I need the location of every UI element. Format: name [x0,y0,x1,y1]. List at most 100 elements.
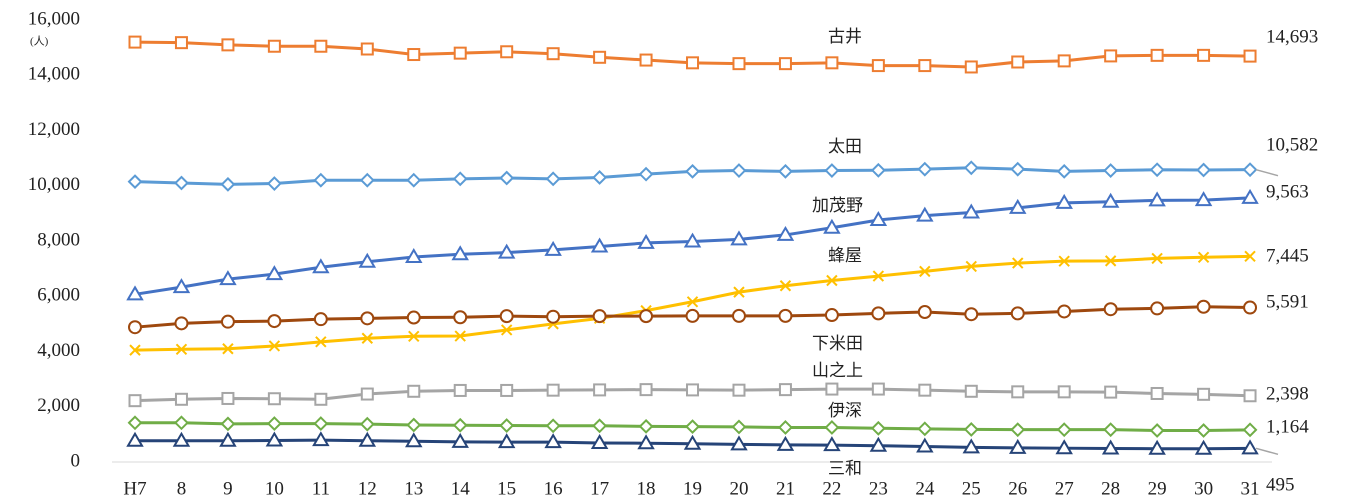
marker [590,237,609,253]
marker [1104,255,1117,267]
marker [686,56,700,70]
marker [1194,439,1213,455]
marker [1056,163,1072,179]
marker [870,420,886,436]
marker [824,308,839,323]
marker [313,172,329,188]
x-tick-label: 12 [358,478,377,499]
marker [360,42,374,56]
marker [1058,255,1070,267]
marker [824,163,840,178]
marker [312,431,330,447]
marker [546,47,560,61]
marker [454,330,466,342]
value-label: 7,445 [1266,245,1309,266]
marker [546,383,560,397]
series-name: 蜂屋 [828,246,862,265]
marker [963,160,979,176]
marker [825,382,839,396]
marker [128,35,142,49]
marker [686,383,700,397]
marker [1149,423,1165,438]
marker [126,285,144,301]
marker [778,383,792,397]
marker [129,344,141,356]
value-label: 9,563 [1266,181,1309,202]
marker [731,163,747,178]
marker [639,53,653,67]
y-tick-label: 6,000 [37,285,80,306]
marker [592,309,607,324]
marker [1243,49,1257,63]
marker [267,314,282,329]
y-tick-label: 2,000 [37,395,80,416]
marker [451,432,469,448]
marker [127,174,143,190]
marker [265,431,284,447]
marker [1057,304,1072,319]
marker [731,308,746,323]
marker [1101,192,1120,208]
y-unit: (人) [30,35,49,48]
marker [917,304,932,319]
marker [1008,198,1027,214]
marker [1011,385,1025,399]
marker [1011,55,1025,69]
marker [312,258,330,274]
marker [918,383,932,397]
marker [358,431,377,447]
marker [685,419,700,435]
marker [1055,193,1073,209]
marker [220,416,236,432]
marker [1194,191,1213,207]
leader-line [1255,168,1279,177]
marker [314,392,328,406]
marker [732,57,746,71]
marker [361,332,374,344]
marker [499,418,515,433]
marker [265,265,284,281]
value-label: 2,398 [1266,383,1309,404]
marker [219,270,237,286]
marker [174,415,189,431]
marker [1243,389,1257,403]
marker [779,280,792,292]
marker [313,416,329,432]
marker [1150,48,1164,62]
value-label: 14,693 [1266,26,1318,47]
marker [638,418,654,434]
marker [1103,163,1119,178]
y-tick-label: 16,000 [28,8,80,29]
marker [778,308,793,323]
y-tick-label: 14,000 [28,64,80,85]
marker [1148,191,1166,207]
marker [964,384,978,398]
marker [776,435,795,451]
marker [871,382,885,396]
marker [1057,385,1071,399]
marker [592,170,608,185]
marker [962,438,981,454]
marker [869,211,888,227]
marker [1244,250,1256,263]
marker [453,46,467,60]
x-tick-label: 27 [1055,478,1074,499]
marker [825,56,839,70]
marker [452,417,468,433]
marker [128,320,142,335]
marker [407,384,421,398]
marker [267,39,281,53]
marker [359,416,375,432]
y-tick-label: 10,000 [28,174,80,195]
marker [778,163,793,179]
marker [175,343,188,355]
marker [314,39,328,53]
marker [732,383,746,397]
marker [1148,439,1166,455]
x-tick-label: 13 [404,478,423,499]
marker [916,437,934,453]
marker [406,417,422,433]
marker [1103,422,1119,438]
marker [1150,301,1165,316]
marker [593,50,607,64]
